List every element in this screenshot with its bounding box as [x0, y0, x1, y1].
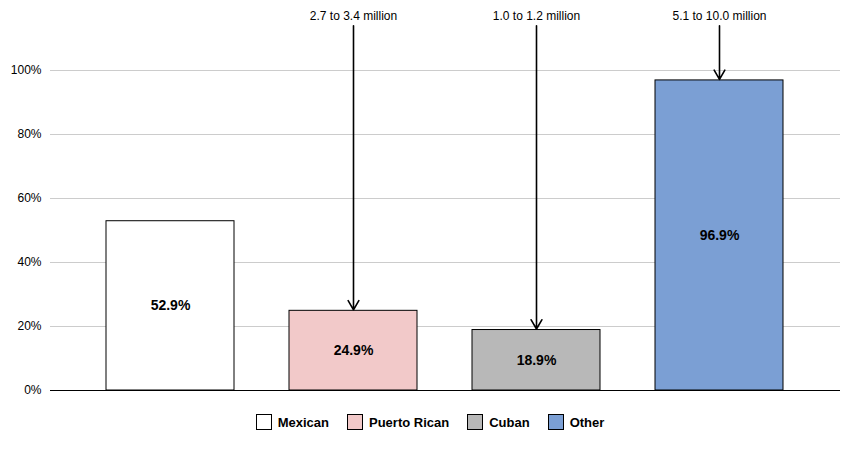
html-text:Other: Other — [569, 414, 605, 430]
svg-text:100%: 100% — [11, 63, 42, 77]
svg-text:60%: 60% — [17, 191, 41, 205]
html-text:Cuban: Cuban — [489, 414, 530, 430]
svg-text:96.9%: 96.9% — [700, 227, 740, 243]
svg-text:5.1 to 10.0 million: 5.1 to 10.0 million — [672, 9, 766, 23]
svg-text:20%: 20% — [17, 319, 41, 333]
svg-text:24.9%: 24.9% — [334, 342, 374, 358]
html-text:Mexican: Mexican — [277, 414, 329, 430]
svg-text:2.7 to 3.4 million: 2.7 to 3.4 million — [310, 9, 397, 23]
svg-text:40%: 40% — [17, 255, 41, 269]
svg-text:1.0 to 1.2 million: 1.0 to 1.2 million — [493, 9, 580, 23]
svg-text:80%: 80% — [17, 127, 41, 141]
svg-text:18.9%: 18.9% — [517, 352, 557, 368]
svg-text:52.9%: 52.9% — [151, 297, 191, 313]
html-text:Puerto Rican: Puerto Rican — [369, 414, 450, 430]
svg-text:0%: 0% — [24, 383, 42, 397]
